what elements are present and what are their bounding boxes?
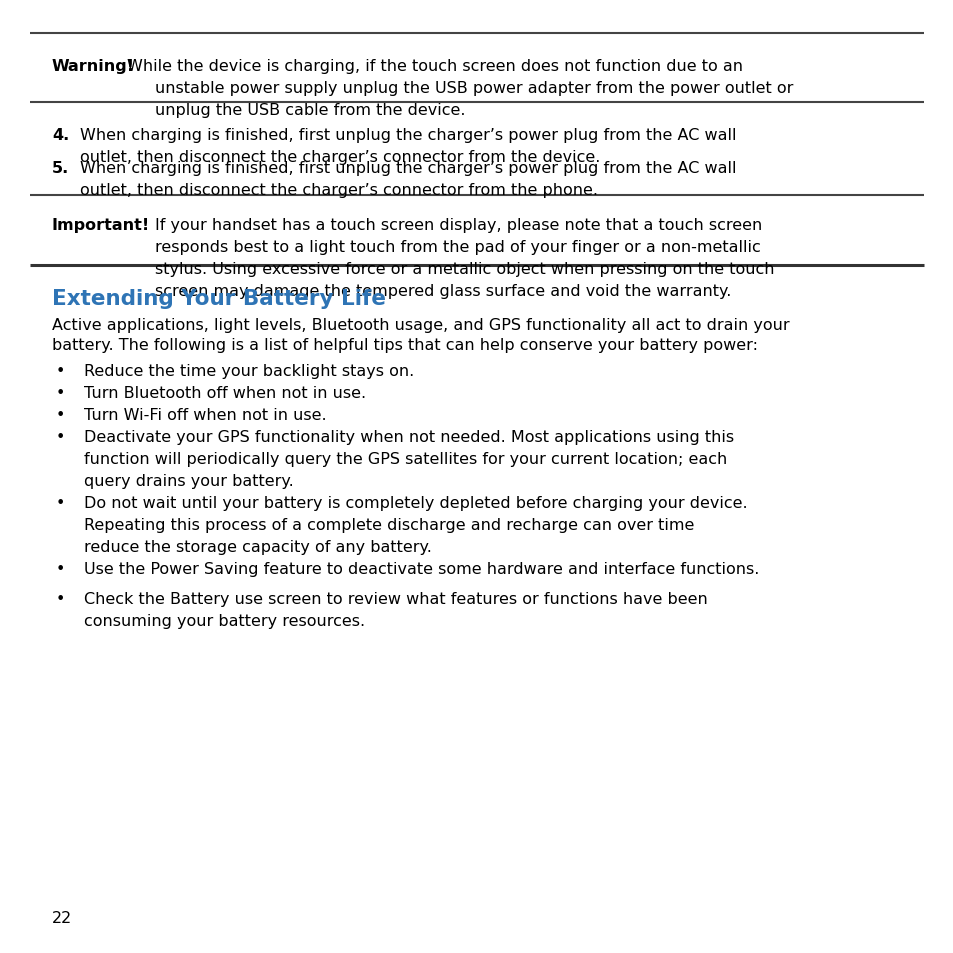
Text: stylus. Using excessive force or a metallic object when pressing on the touch: stylus. Using excessive force or a metal… [154,262,774,276]
Text: unstable power supply unplug the USB power adapter from the power outlet or: unstable power supply unplug the USB pow… [154,81,793,96]
Text: function will periodically query the GPS satellites for your current location; e: function will periodically query the GPS… [84,452,726,467]
Text: query drains your battery.: query drains your battery. [84,474,294,489]
Text: Reduce the time your backlight stays on.: Reduce the time your backlight stays on. [84,364,414,378]
Text: •: • [56,561,66,577]
Text: reduce the storage capacity of any battery.: reduce the storage capacity of any batte… [84,539,432,555]
Text: Warning!: Warning! [52,59,135,74]
Text: Turn Wi-Fi off when not in use.: Turn Wi-Fi off when not in use. [84,408,326,422]
Text: Repeating this process of a complete discharge and recharge can over time: Repeating this process of a complete dis… [84,517,694,533]
Text: •: • [56,496,66,511]
Text: outlet, then disconnect the charger’s connector from the device.: outlet, then disconnect the charger’s co… [80,150,599,165]
Text: •: • [56,592,66,606]
Text: While the device is charging, if the touch screen does not function due to an: While the device is charging, if the tou… [127,59,742,74]
Text: Check the Battery use screen to review what features or functions have been: Check the Battery use screen to review w… [84,592,707,606]
Text: unplug the USB cable from the device.: unplug the USB cable from the device. [154,103,465,118]
Text: Active applications, light levels, Bluetooth usage, and GPS functionality all ac: Active applications, light levels, Bluet… [52,317,789,333]
Text: 22: 22 [52,910,72,925]
Text: Important!: Important! [52,218,150,233]
Text: responds best to a light touch from the pad of your finger or a non-metallic: responds best to a light touch from the … [154,240,760,254]
Text: 5.: 5. [52,161,70,175]
Text: Turn Bluetooth off when not in use.: Turn Bluetooth off when not in use. [84,386,366,400]
Text: •: • [56,364,66,378]
Text: Use the Power Saving feature to deactivate some hardware and interface functions: Use the Power Saving feature to deactiva… [84,561,759,577]
Text: Do not wait until your battery is completely depleted before charging your devic: Do not wait until your battery is comple… [84,496,747,511]
Text: consuming your battery resources.: consuming your battery resources. [84,614,365,628]
Text: •: • [56,408,66,422]
Text: •: • [56,430,66,444]
Text: If your handset has a touch screen display, please note that a touch screen: If your handset has a touch screen displ… [154,218,761,233]
Text: outlet, then disconnect the charger’s connector from the phone.: outlet, then disconnect the charger’s co… [80,183,598,198]
Text: Deactivate your GPS functionality when not needed. Most applications using this: Deactivate your GPS functionality when n… [84,430,734,444]
Text: battery. The following is a list of helpful tips that can help conserve your bat: battery. The following is a list of help… [52,337,758,353]
Text: screen may damage the tempered glass surface and void the warranty.: screen may damage the tempered glass sur… [154,284,731,298]
Text: •: • [56,386,66,400]
Text: When charging is finished, first unplug the charger’s power plug from the AC wal: When charging is finished, first unplug … [80,128,736,143]
Text: When charging is finished, first unplug the charger’s power plug from the AC wal: When charging is finished, first unplug … [80,161,736,175]
Text: Extending Your Battery Life: Extending Your Battery Life [52,289,386,309]
Text: 4.: 4. [52,128,70,143]
